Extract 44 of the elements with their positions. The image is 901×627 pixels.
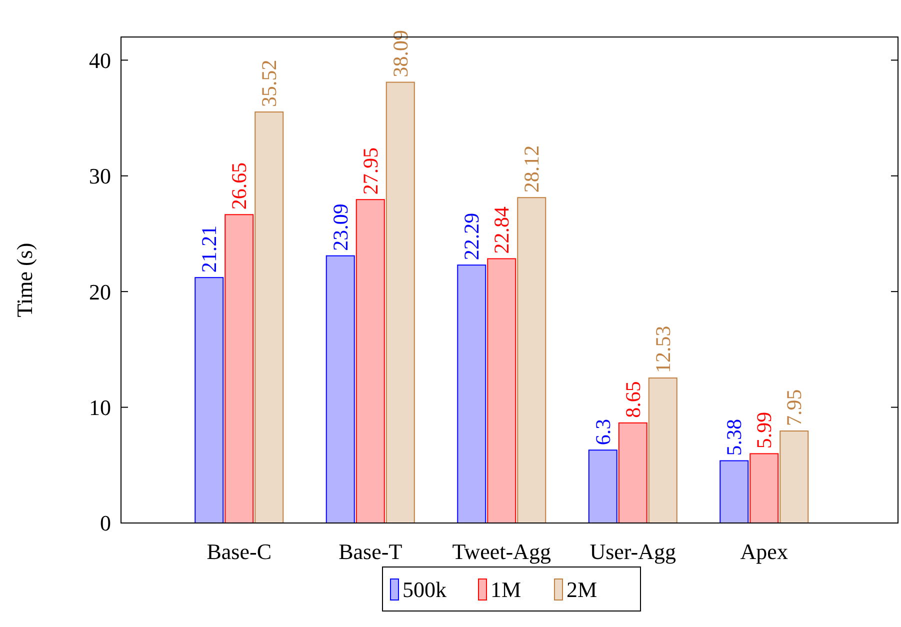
data-label: 35.52 xyxy=(257,60,282,107)
legend-label: 1M xyxy=(490,577,522,602)
data-label: 23.09 xyxy=(328,204,352,251)
data-label: 28.12 xyxy=(520,145,544,193)
bar xyxy=(326,255,355,524)
x-tick-label: Base-T xyxy=(338,539,403,564)
x-tick-label: Apex xyxy=(740,539,788,564)
legend-label: 500k xyxy=(402,577,446,602)
y-tick-label: 40 xyxy=(89,48,111,73)
x-tick-label: Tweet-Agg xyxy=(452,539,551,564)
bar xyxy=(386,82,415,524)
bar xyxy=(648,378,678,524)
bar xyxy=(356,199,385,524)
bar xyxy=(224,214,254,524)
data-label: 22.84 xyxy=(490,206,514,254)
data-label: 5.38 xyxy=(722,418,746,456)
y-tick-label: 10 xyxy=(89,394,111,420)
bar xyxy=(780,430,809,524)
data-label: 7.95 xyxy=(782,389,806,426)
x-tick-label: User-Agg xyxy=(590,539,676,564)
y-tick-label: 20 xyxy=(89,279,111,304)
data-label: 26.65 xyxy=(227,162,252,210)
bar xyxy=(750,453,779,524)
x-tick-label: Base-C xyxy=(206,539,272,564)
data-label: 38.09 xyxy=(388,30,412,78)
bar xyxy=(517,197,546,524)
data-label: 22.29 xyxy=(460,212,484,260)
y-tick-label: 0 xyxy=(100,510,111,536)
y-axis-title: Time (s) xyxy=(12,242,37,318)
bar xyxy=(254,111,284,524)
data-label: 8.65 xyxy=(620,381,645,418)
data-label: 12.53 xyxy=(650,326,675,374)
y-tick-label: 30 xyxy=(89,164,111,189)
bar xyxy=(720,460,749,524)
bar xyxy=(487,258,516,524)
bar xyxy=(588,450,618,524)
data-label: 27.95 xyxy=(358,147,382,195)
legend-label: 2M xyxy=(566,577,598,602)
data-label: 6.3 xyxy=(590,418,615,446)
data-label: 5.99 xyxy=(752,412,776,449)
bar xyxy=(457,264,486,524)
data-label: 21.21 xyxy=(197,225,222,273)
bar xyxy=(194,277,224,524)
bar xyxy=(618,422,648,524)
